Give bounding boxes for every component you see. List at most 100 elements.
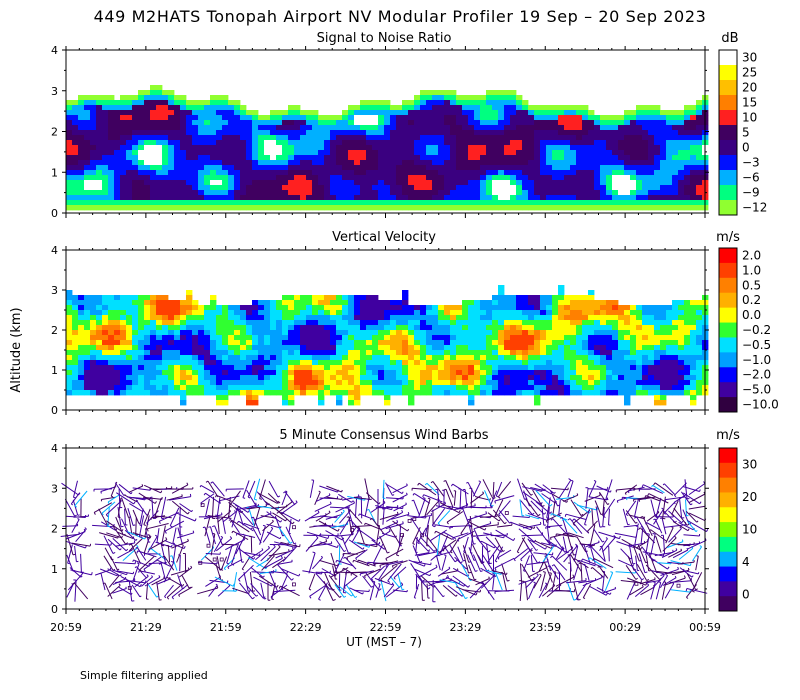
heatmap-cell <box>78 155 85 161</box>
heatmap-cell <box>216 330 223 336</box>
heatmap-cell <box>588 300 595 306</box>
heatmap-cell <box>660 370 667 376</box>
heatmap-cell <box>84 380 91 386</box>
heatmap-cell <box>342 325 349 331</box>
heatmap-cell <box>486 190 493 196</box>
heatmap-cell <box>468 205 475 211</box>
heatmap-cell <box>660 195 667 201</box>
heatmap-cell <box>150 195 157 201</box>
heatmap-cell <box>420 195 427 201</box>
heatmap-cell <box>126 355 133 361</box>
heatmap-cell <box>168 160 175 166</box>
heatmap-cell <box>612 385 619 391</box>
heatmap-cell <box>72 130 79 136</box>
heatmap-cell <box>594 170 601 176</box>
heatmap-cell <box>72 150 79 156</box>
heatmap-cell <box>228 180 235 186</box>
heatmap-cell <box>468 310 475 316</box>
heatmap-cell <box>534 170 541 176</box>
heatmap-cell <box>84 375 91 381</box>
heatmap-cell <box>504 370 511 376</box>
heatmap-cell <box>162 180 169 186</box>
heatmap-cell <box>582 385 589 391</box>
heatmap-cell <box>588 350 595 356</box>
heatmap-cell <box>270 345 277 351</box>
heatmap-cell <box>234 165 241 171</box>
heatmap-cell <box>504 170 511 176</box>
heatmap-cell <box>438 345 445 351</box>
heatmap-cell <box>672 205 679 211</box>
heatmap-cell <box>234 200 241 206</box>
heatmap-cell <box>414 95 421 101</box>
heatmap-cell <box>138 300 145 306</box>
heatmap-cell <box>342 310 349 316</box>
heatmap-cell <box>414 335 421 341</box>
heatmap-cell <box>468 120 475 126</box>
heatmap-cell <box>438 380 445 386</box>
heatmap-cell <box>378 315 385 321</box>
heatmap-cell <box>462 135 469 141</box>
heatmap-cell <box>222 205 229 211</box>
heatmap-cell <box>210 140 217 146</box>
heatmap-cell <box>312 325 319 331</box>
heatmap-cell <box>132 330 139 336</box>
heatmap-cell <box>660 345 667 351</box>
heatmap-cell <box>348 200 355 206</box>
heatmap-cell <box>492 340 499 346</box>
heatmap-cell <box>618 350 625 356</box>
heatmap-cell <box>354 185 361 191</box>
heatmap-cell <box>78 200 85 206</box>
heatmap-cell <box>534 365 541 371</box>
heatmap-cell <box>672 125 679 131</box>
heatmap-cell <box>198 390 205 396</box>
heatmap-cell <box>66 205 73 211</box>
heatmap-cell <box>690 355 697 361</box>
heatmap-cell <box>252 385 259 391</box>
heatmap-cell <box>228 105 235 111</box>
heatmap-cell <box>294 380 301 386</box>
heatmap-cell <box>138 165 145 171</box>
heatmap-cell <box>102 110 109 116</box>
heatmap-cell <box>642 155 649 161</box>
heatmap-cell <box>636 120 643 126</box>
heatmap-cell <box>84 145 91 151</box>
heatmap-cell <box>486 160 493 166</box>
heatmap-cell <box>216 200 223 206</box>
heatmap-cell <box>240 150 247 156</box>
wind-barb <box>107 507 110 527</box>
heatmap-cell <box>498 340 505 346</box>
heatmap-cell <box>342 375 349 381</box>
heatmap-cell <box>114 305 121 311</box>
heatmap-cell <box>540 335 547 341</box>
heatmap-cell <box>102 100 109 106</box>
heatmap-cell <box>384 185 391 191</box>
wind-barb-tick <box>143 569 146 572</box>
wind-barb <box>164 540 185 550</box>
heatmap-cell <box>408 385 415 391</box>
heatmap-cell <box>582 370 589 376</box>
heatmap-cell <box>450 115 457 121</box>
heatmap-cell <box>480 155 487 161</box>
wind-barb <box>229 490 241 507</box>
heatmap-cell <box>444 195 451 201</box>
heatmap-cell <box>384 300 391 306</box>
heatmap-cell <box>114 170 121 176</box>
heatmap-cell <box>372 170 379 176</box>
heatmap-cell <box>474 145 481 151</box>
heatmap-cell <box>396 335 403 341</box>
heatmap-cell <box>510 295 517 301</box>
heatmap-cell <box>132 120 139 126</box>
wind-barb <box>205 498 210 517</box>
heatmap-cell <box>690 180 697 186</box>
heatmap-cell <box>330 330 337 336</box>
heatmap-cell <box>648 350 655 356</box>
heatmap-cell <box>438 100 445 106</box>
wind-barb-tick <box>100 491 102 494</box>
heatmap-cell <box>108 180 115 186</box>
heatmap-cell <box>582 195 589 201</box>
heatmap-cell <box>576 380 583 386</box>
heatmap-cell <box>660 190 667 196</box>
heatmap-cell <box>336 205 343 211</box>
heatmap-cell <box>72 205 79 211</box>
heatmap-cell <box>606 190 613 196</box>
